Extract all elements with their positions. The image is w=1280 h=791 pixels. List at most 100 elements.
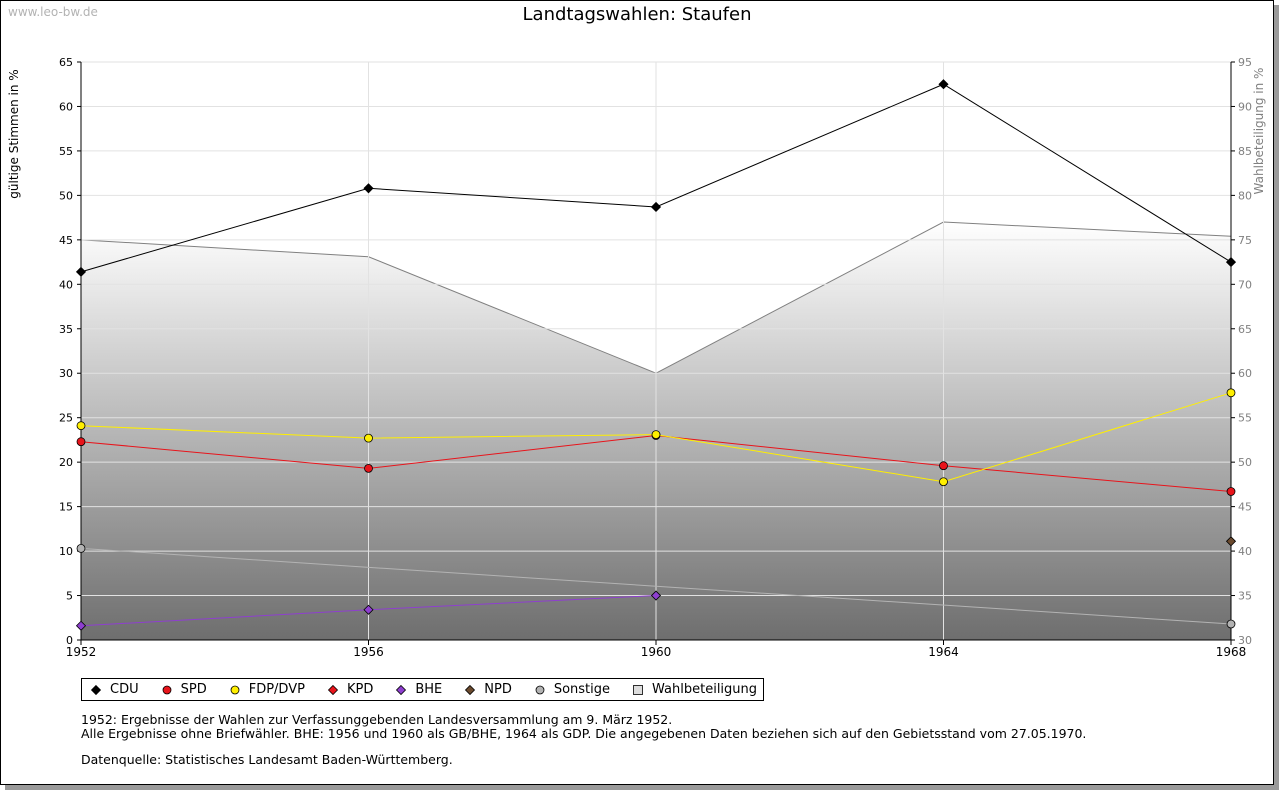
point-sonstige [76, 544, 86, 553]
legend-marker-shape [465, 684, 476, 695]
legend-label: SPD [180, 682, 207, 697]
legend-marker-shape [396, 684, 407, 695]
series-group [75, 79, 1237, 631]
y2-tick-label: 40 [1238, 545, 1252, 558]
legend-marker-shape [90, 684, 102, 695]
point-fdp-dvp [1226, 388, 1236, 398]
legend-marker-kpd [327, 684, 339, 695]
legend-item-spd: SPD [161, 682, 207, 697]
legend-marker-wahlbeteiligung [633, 684, 643, 695]
point-fdp-dvp [364, 433, 373, 443]
legend-marker-sonstige [535, 685, 545, 694]
point-cdu [75, 266, 87, 277]
gridlines-group [81, 61, 1231, 641]
x-tick-label: 1968 [1216, 645, 1247, 659]
y-tick-label: 15 [59, 501, 73, 514]
legend-marker-shape [162, 685, 172, 694]
point-cdu [938, 79, 949, 90]
legend-item-wahlbeteiligung: Wahlbeteiligung [632, 682, 757, 697]
legend-marker-cdu [90, 684, 102, 695]
y2-tick-label: 70 [1238, 278, 1252, 291]
note-line: 1952: Ergebnisse der Wahlen zur Verfassu… [81, 712, 673, 727]
legend-marker-fdp-dvp [230, 685, 240, 694]
legend-label: KPD [346, 682, 374, 697]
legend-item-npd: NPD [464, 682, 512, 697]
y2-tick-label: 45 [1238, 501, 1252, 514]
legend-marker-shape [633, 684, 643, 695]
watermark: www.leo-bw.de [8, 5, 98, 19]
legend: CDU SPD FDP/DVP KPD BHE NPD Sonstige Wahlbeteil… [81, 678, 765, 701]
point-cdu [1225, 257, 1237, 268]
y2-tick-label: 85 [1238, 145, 1252, 158]
y-axis-label: gültige Stimmen in % [7, 69, 21, 198]
y2-tick-label: 65 [1238, 323, 1252, 336]
y-tick-label: 65 [59, 56, 73, 69]
point-cdu [650, 201, 662, 213]
y2-axis-label: Wahlbeteiligung in % [1252, 68, 1266, 195]
axes-group: 0 5 10 15 20 25 30 35 40 45 50 55 60 65 30 35 40 45 50 55 60… [7, 56, 1266, 659]
legend-marker-shape [327, 684, 339, 695]
point-fdp-dvp [651, 430, 661, 439]
legend-label: FDP/DVP [248, 682, 305, 697]
y2-tick-label: 35 [1238, 590, 1252, 603]
y-tick-label: 55 [59, 145, 73, 158]
x-tick-label: 1964 [928, 645, 959, 659]
note-line: Datenquelle: Statistisches Landesamt Bad… [81, 752, 453, 767]
y-tick-label: 20 [59, 456, 73, 469]
y2-tick-label: 55 [1238, 412, 1252, 425]
point-spd [76, 437, 86, 447]
note-line: Alle Ergebnisse ohne Briefwähler. BHE: 1… [81, 726, 1087, 741]
point-npd [1225, 536, 1237, 547]
legend-marker-shape [535, 685, 545, 694]
point-fdp-dvp [939, 477, 948, 487]
y-tick-label: 60 [59, 100, 73, 113]
point-spd [939, 461, 948, 471]
y-tick-label: 25 [59, 412, 73, 425]
point-spd [364, 463, 373, 473]
legend-item-bhe: BHE [395, 682, 442, 697]
y-tick-label: 40 [59, 278, 73, 291]
point-sonstige [1226, 619, 1236, 629]
notes: 1952: Ergebnisse der Wahlen zur Verfassu… [81, 713, 1086, 767]
y2-tick-label: 30 [1238, 634, 1252, 647]
legend-label: CDU [110, 682, 139, 697]
y-tick-label: 30 [59, 367, 73, 380]
legend-label: Sonstige [553, 682, 611, 697]
y2-tick-label: 90 [1238, 100, 1252, 113]
x-tick-label: 1960 [641, 645, 672, 659]
series-line-sonstige [80, 547, 1232, 625]
legend-marker-shape [230, 685, 240, 694]
y2-tick-label: 75 [1238, 234, 1252, 247]
legend-marker-spd [162, 685, 172, 694]
legend-marker-bhe [396, 684, 407, 695]
legend-marker-npd [465, 684, 476, 695]
y-tick-label: 10 [59, 545, 73, 558]
point-cdu [363, 183, 374, 194]
legend-label: BHE [415, 682, 443, 697]
y2-tick-label: 50 [1238, 456, 1252, 469]
y2-tick-label: 95 [1238, 56, 1252, 69]
legend-item-kpd: KPD [327, 682, 373, 697]
point-bhe [75, 620, 87, 631]
y-tick-label: 45 [59, 234, 73, 247]
y-tick-label: 35 [59, 323, 73, 336]
x-tick-label: 1952 [66, 645, 97, 659]
y2-tick-label: 80 [1238, 189, 1252, 202]
x-tick-label: 1956 [353, 645, 384, 659]
legend-label: Wahlbeteiligung [652, 682, 758, 697]
y-tick-label: 5 [66, 590, 73, 603]
point-fdp-dvp [76, 421, 86, 431]
legend-item-sonstige: Sonstige [534, 682, 610, 697]
chart-title: Landtagswahlen: Staufen [522, 4, 752, 25]
point-spd [1226, 487, 1236, 496]
legend-item-fdp-dvp: FDP/DVP [229, 682, 305, 697]
legend-item-cdu: CDU [90, 682, 139, 697]
y2-tick-label: 60 [1238, 367, 1252, 380]
y-tick-label: 50 [59, 189, 73, 202]
point-bhe [363, 604, 374, 615]
y-tick-label: 0 [66, 634, 73, 647]
legend-label: NPD [484, 682, 512, 697]
point-bhe [650, 590, 662, 601]
